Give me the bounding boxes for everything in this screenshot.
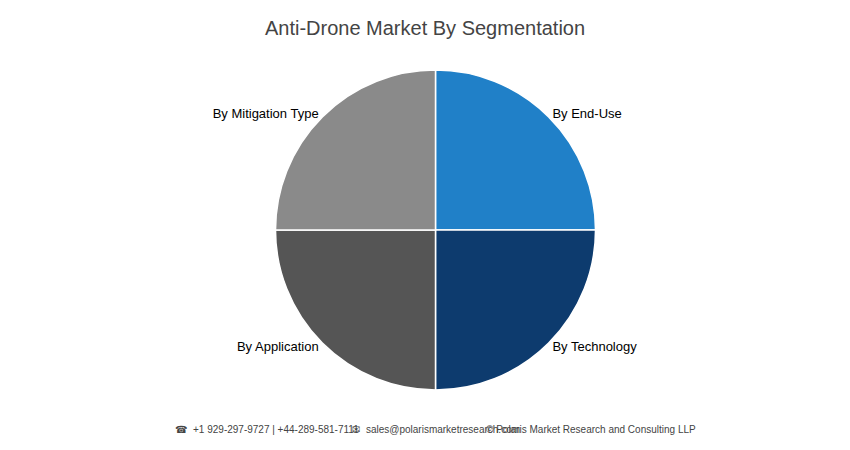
svg-text:By Application: By Application (237, 339, 319, 354)
svg-text:☎ +1 929-297-9727 | +44-289-5: ☎ +1 929-297-9727 | +44-289-581-7111 (175, 424, 359, 435)
svg-text:✉ sales@polarismarketresearch: ✉ sales@polarismarketresearch.com (352, 424, 520, 435)
svg-text:© Polaris Market Research and: © Polaris Market Research and Consulting… (486, 424, 696, 435)
svg-text:By Technology: By Technology (552, 339, 637, 354)
svg-text:By Mitigation Type: By Mitigation Type (213, 106, 319, 121)
svg-text:Anti-Drone Market By Segmentat: Anti-Drone Market By Segmentation (265, 17, 585, 39)
svg-text:By End-Use: By End-Use (552, 106, 621, 121)
